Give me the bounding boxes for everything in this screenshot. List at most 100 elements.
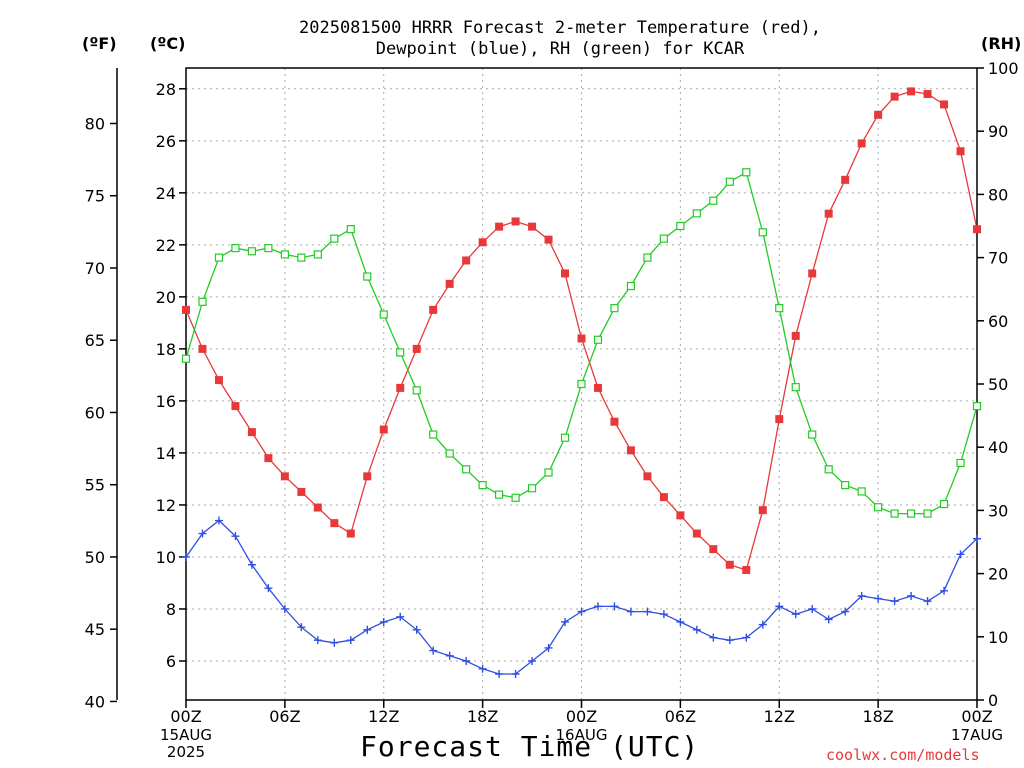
rh-point xyxy=(939,499,949,509)
x-tick-label: 06Z xyxy=(665,707,696,726)
rh-point xyxy=(972,402,982,411)
temperature-point xyxy=(412,344,421,353)
dewpoint-point xyxy=(791,610,800,619)
dewpoint-point xyxy=(379,617,388,626)
temperature-point xyxy=(758,506,767,515)
rh-tick-label: 20 xyxy=(988,565,1008,584)
dewpoint-point xyxy=(890,597,899,606)
temperature-point xyxy=(264,454,273,463)
temperature-point xyxy=(379,425,388,434)
dewpoint-point xyxy=(709,633,718,642)
rh-point xyxy=(231,244,240,253)
rh-point xyxy=(462,465,471,474)
temperature-point xyxy=(396,383,405,392)
temperature-point xyxy=(890,92,899,101)
rh-point xyxy=(544,468,553,477)
dewpoint-point xyxy=(297,623,306,632)
dewpoint-point xyxy=(264,584,273,593)
fahrenheit-tick-label: 55 xyxy=(85,476,105,495)
dewpoint-point xyxy=(462,656,471,665)
dewpoint-point xyxy=(610,602,619,611)
rh-point xyxy=(775,304,784,313)
dewpoint-point xyxy=(758,620,767,629)
rh-tick-label: 50 xyxy=(988,375,1008,394)
dewpoint-point xyxy=(396,612,405,621)
fahrenheit-tick-label: 40 xyxy=(85,692,105,711)
rh-point xyxy=(742,168,751,177)
dewpoint-point xyxy=(445,651,454,660)
rh-axis-unit: (RH) xyxy=(981,34,1022,53)
temperature-point xyxy=(643,472,652,481)
x-tick-label: 00Z xyxy=(170,707,201,726)
rh-point xyxy=(181,354,191,363)
rh-point xyxy=(709,196,718,205)
temperature-point xyxy=(544,235,553,244)
temperature-point xyxy=(824,209,833,218)
temperature-point xyxy=(626,446,635,455)
dewpoint-point xyxy=(676,617,685,626)
temperature-point xyxy=(923,90,932,99)
temperature-point xyxy=(956,147,965,156)
site-credit[interactable]: coolwx.com/models xyxy=(826,746,980,764)
dewpoint-point xyxy=(775,602,784,611)
rh-point xyxy=(692,209,701,218)
temperature-point xyxy=(445,279,454,288)
dewpoint-point xyxy=(956,550,965,559)
temperature-point xyxy=(742,565,751,574)
celsius-tick-label: 24 xyxy=(156,184,176,203)
temperature-point xyxy=(659,493,668,502)
temperature-point xyxy=(808,269,817,278)
rh-point xyxy=(297,253,306,262)
dewpoint-point xyxy=(824,615,833,624)
temperature-point xyxy=(363,472,372,481)
temperature-point xyxy=(593,383,602,392)
temperature-point xyxy=(791,331,800,340)
rh-point xyxy=(725,177,734,186)
dewpoint-point xyxy=(907,591,916,600)
rh-point xyxy=(198,297,207,306)
rh-tick-label: 80 xyxy=(988,185,1008,204)
dewpoint-point xyxy=(182,552,190,561)
dewpoint-point xyxy=(247,560,256,569)
chart-title-line-1: 2025081500 HRRR Forecast 2-meter Tempera… xyxy=(299,18,821,38)
celsius-tick-label: 28 xyxy=(156,80,176,99)
rh-point xyxy=(841,481,850,490)
rh-tick-label: 40 xyxy=(988,438,1008,457)
temperature-point xyxy=(231,402,240,411)
fahrenheit-tick-label: 75 xyxy=(85,187,105,206)
rh-point xyxy=(659,234,668,243)
celsius-tick-label: 10 xyxy=(156,548,176,567)
celsius-tick-label: 14 xyxy=(156,444,176,463)
rh-point xyxy=(560,433,570,442)
fahrenheit-tick-label: 70 xyxy=(85,259,105,278)
temperature-point xyxy=(561,269,570,278)
dewpoint-point xyxy=(561,617,570,626)
x-tick-label: 18Z xyxy=(467,707,498,726)
rh-point xyxy=(610,304,619,313)
dewpoint-point xyxy=(231,532,240,541)
dewpoint-point xyxy=(643,607,652,616)
temperature-point xyxy=(462,256,471,265)
celsius-tick-label: 16 xyxy=(156,392,176,411)
rh-point xyxy=(214,253,224,262)
temperature-point xyxy=(214,376,223,385)
temperature-point xyxy=(346,529,355,538)
fahrenheit-axis-unit: (ºF) xyxy=(82,34,117,53)
temperature-point xyxy=(198,344,207,353)
dewpoint-point xyxy=(511,669,520,678)
temperature-point xyxy=(313,503,322,512)
dewpoint-point xyxy=(923,597,932,606)
rh-point xyxy=(874,503,883,512)
rh-point xyxy=(264,244,273,253)
celsius-tick-label: 22 xyxy=(156,236,176,255)
dewpoint-point xyxy=(544,643,553,652)
rh-point xyxy=(412,386,421,395)
temperature-point xyxy=(247,428,256,437)
celsius-axis-unit: (ºC) xyxy=(150,34,186,53)
rh-point xyxy=(676,221,685,231)
temperature-point xyxy=(857,139,866,148)
dewpoint-point xyxy=(495,669,504,678)
rh-point xyxy=(478,481,487,490)
temperature-point xyxy=(907,87,916,96)
